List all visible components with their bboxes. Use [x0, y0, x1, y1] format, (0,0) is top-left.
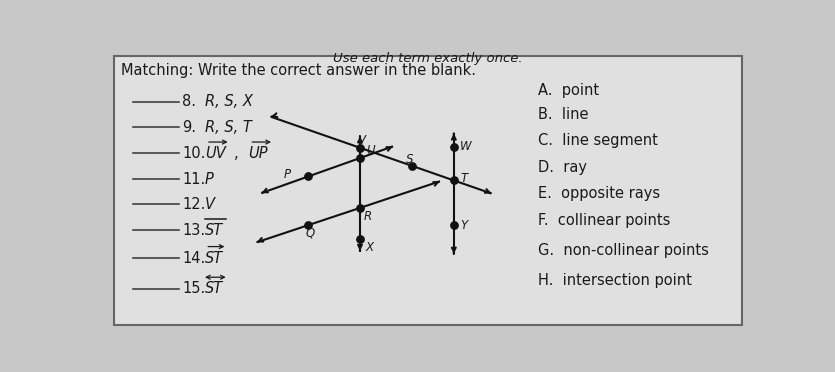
- Point: [353, 237, 367, 243]
- Text: R, S, T: R, S, T: [205, 120, 251, 135]
- Text: V: V: [205, 197, 215, 212]
- Text: ST: ST: [205, 281, 223, 296]
- Text: Use each term exactly once.: Use each term exactly once.: [333, 52, 523, 65]
- Text: E.  opposite rays: E. opposite rays: [538, 186, 660, 201]
- Point: [301, 222, 315, 228]
- Text: R, S, X: R, S, X: [205, 94, 252, 109]
- Text: V: V: [357, 134, 365, 147]
- Text: ST: ST: [205, 250, 223, 266]
- Text: H.  intersection point: H. intersection point: [538, 273, 692, 288]
- Text: UP: UP: [248, 146, 268, 161]
- Text: R: R: [363, 210, 372, 223]
- Text: Q: Q: [305, 227, 315, 240]
- Text: UV: UV: [205, 146, 225, 161]
- Text: G.  non-collinear points: G. non-collinear points: [538, 243, 709, 258]
- Text: U: U: [367, 144, 375, 157]
- Text: F.  collinear points: F. collinear points: [538, 213, 671, 228]
- Point: [448, 177, 461, 183]
- Text: 9.: 9.: [182, 120, 196, 135]
- Text: P: P: [284, 168, 291, 181]
- Text: D.  ray: D. ray: [538, 160, 587, 175]
- Point: [353, 145, 367, 151]
- FancyBboxPatch shape: [114, 56, 741, 326]
- Text: 15.: 15.: [182, 281, 205, 296]
- Point: [353, 155, 367, 161]
- Text: B.  line: B. line: [538, 107, 589, 122]
- Point: [448, 222, 461, 228]
- Text: X: X: [365, 241, 373, 254]
- Point: [448, 144, 461, 150]
- Text: 11.: 11.: [182, 172, 205, 187]
- Point: [405, 163, 418, 169]
- Text: T: T: [460, 171, 468, 185]
- Text: ,: ,: [234, 146, 239, 161]
- Text: 8.: 8.: [182, 94, 196, 109]
- Point: [353, 205, 367, 211]
- Text: 12.: 12.: [182, 197, 205, 212]
- Text: W: W: [460, 140, 472, 153]
- Text: 14.: 14.: [182, 250, 205, 266]
- Text: 13.: 13.: [182, 223, 205, 238]
- Text: 10.: 10.: [182, 146, 205, 161]
- Point: [301, 173, 315, 179]
- Text: ST: ST: [205, 223, 223, 238]
- Text: Matching: Write the correct answer in the blank.: Matching: Write the correct answer in th…: [120, 63, 476, 78]
- Text: Y: Y: [460, 219, 468, 232]
- Text: C.  line segment: C. line segment: [538, 133, 658, 148]
- Text: S: S: [407, 153, 414, 166]
- Text: A.  point: A. point: [538, 83, 599, 98]
- Text: P: P: [205, 172, 214, 187]
